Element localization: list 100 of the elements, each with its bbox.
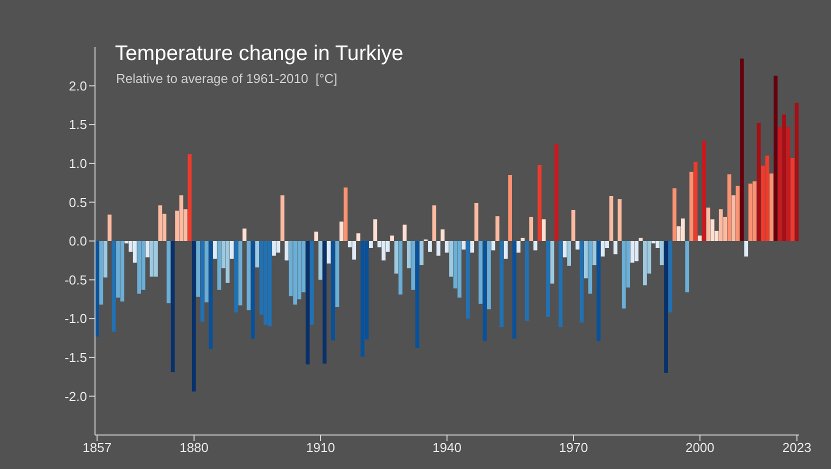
bar [748, 184, 752, 241]
bar [390, 236, 394, 241]
bar [360, 241, 364, 357]
bar [630, 241, 634, 263]
bar [592, 241, 596, 266]
bar [656, 241, 660, 248]
bar [398, 241, 402, 295]
bar [217, 241, 222, 290]
bar [246, 241, 251, 310]
bar [558, 241, 563, 328]
bar [242, 228, 246, 241]
bar [458, 241, 462, 298]
bar [402, 224, 407, 241]
bar [533, 241, 538, 250]
bar [618, 199, 622, 241]
bar [204, 241, 208, 302]
x-tick-label: 2000 [685, 440, 714, 456]
y-tick-label: -0.5 [64, 272, 87, 288]
bar [382, 241, 386, 260]
bar [146, 241, 150, 258]
x-tick-label: 1880 [180, 440, 209, 456]
bar [567, 241, 572, 266]
bar [740, 58, 744, 241]
bar [170, 241, 175, 372]
bar [352, 241, 356, 260]
bar [524, 241, 529, 321]
bar [394, 241, 398, 274]
bar [600, 241, 605, 257]
bar [150, 241, 154, 277]
bar [614, 241, 618, 254]
bar [596, 241, 601, 342]
bar [495, 216, 500, 241]
bar [415, 241, 420, 348]
bar [112, 241, 116, 332]
bar [154, 241, 158, 277]
bar [440, 229, 445, 241]
bar [335, 241, 340, 307]
bar [664, 241, 668, 373]
bar [580, 241, 584, 322]
bar [141, 241, 146, 290]
bar [208, 241, 213, 349]
bar [538, 164, 542, 241]
y-tick-label: -1.0 [64, 311, 87, 326]
bar [470, 241, 474, 253]
bar [108, 214, 112, 241]
bar [284, 241, 289, 260]
bar [512, 241, 516, 339]
bar [373, 219, 378, 241]
y-tick-label: 0.5 [68, 194, 87, 210]
bar [268, 241, 272, 326]
bar [689, 172, 694, 241]
bar [196, 241, 200, 297]
bar [660, 241, 664, 266]
bar [710, 219, 714, 241]
bar [698, 236, 702, 241]
bar [706, 208, 710, 241]
bar [436, 241, 440, 256]
bar [550, 241, 554, 284]
bar [778, 126, 782, 241]
bar [238, 241, 242, 306]
bar [99, 241, 104, 305]
bar [280, 195, 284, 241]
text: Relative to average of 1961-2010 [°C] [116, 71, 338, 86]
bar [474, 202, 478, 241]
bar [103, 241, 108, 278]
x-tick-label: 2023 [782, 440, 812, 456]
bar [230, 241, 234, 259]
bar [500, 241, 504, 328]
bar [529, 216, 534, 241]
bar [718, 209, 723, 241]
bar [584, 241, 588, 278]
bar [744, 241, 748, 257]
bar [554, 144, 558, 241]
bar [622, 241, 626, 309]
bar [272, 241, 276, 256]
bar [752, 181, 757, 241]
bar [588, 241, 592, 294]
bar [213, 241, 217, 259]
bar [420, 241, 424, 266]
bar [571, 210, 576, 241]
bar [736, 186, 740, 241]
bar [546, 241, 550, 318]
bar [487, 241, 491, 310]
bar [794, 102, 799, 241]
y-tick-label: 0.0 [68, 234, 87, 249]
bar [293, 241, 298, 305]
bar [158, 205, 162, 241]
bar [466, 241, 470, 319]
bar [756, 123, 761, 241]
bar [132, 241, 137, 263]
bar [482, 241, 487, 342]
bar [609, 196, 614, 241]
bar [120, 241, 124, 302]
x-tick-label: 1910 [306, 440, 335, 456]
y-tick-label: 1.5 [68, 117, 87, 132]
bar [769, 173, 774, 241]
bar [250, 241, 255, 339]
bar [491, 241, 496, 250]
bar [432, 205, 436, 241]
chart-title: Temperature change in Turkiye [115, 42, 404, 66]
